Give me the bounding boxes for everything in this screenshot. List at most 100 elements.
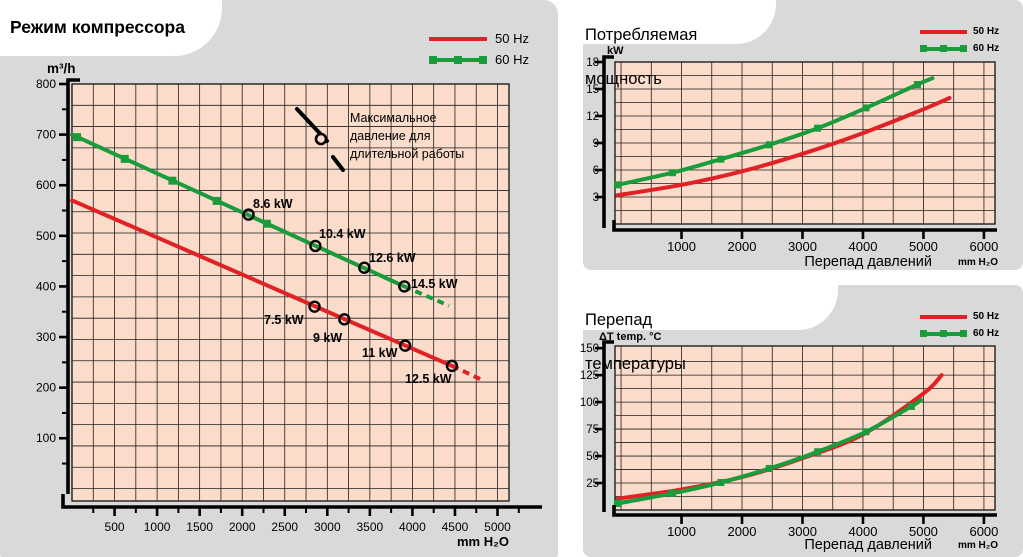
temperature-rise-axis-unit-label: mm H₂O: [958, 540, 998, 551]
power-consumption-square-marker: [613, 181, 621, 189]
temperature-rise-y-tick-label: 25: [586, 478, 599, 490]
temperature-rise-x-tick-label: 5000: [909, 524, 938, 539]
compressor-mode-power-label: 12.6 kW: [369, 251, 416, 265]
temperature-rise-x-axis: [612, 505, 997, 517]
compressor-mode-x-tick-label: 4000: [399, 520, 426, 534]
compressor-mode-y-tick-label: 500: [36, 229, 56, 243]
chart-title-compressor-mode: Режим компрессора: [10, 17, 185, 37]
power-consumption-y-tick-label: 12: [586, 111, 599, 123]
title-cutout-top-right: [583, 0, 776, 44]
temperature-rise-y-tick-label: 50: [586, 451, 599, 463]
compressor-mode-y-tick-label: 200: [36, 381, 56, 395]
power-consumption-y-tick-label: 3: [593, 192, 599, 204]
legend-label: 50 Hz: [973, 26, 1000, 37]
temperature-rise-x-tick-label: 4000: [849, 524, 878, 539]
temperature-rise-square-marker: [907, 402, 915, 410]
compressor-mode-x-tick-label: 3000: [314, 520, 341, 534]
power-consumption-square-marker: [862, 104, 870, 112]
power-consumption-square-marker: [668, 169, 676, 177]
compressor-mode-square-marker: [120, 154, 129, 163]
temperature-rise-y-tick-label: 150: [580, 343, 599, 355]
legend-square-marker: [920, 45, 927, 52]
temperature-rise-axis-unit-label: ΔT temp. °C: [599, 331, 661, 343]
compressor-mode-x-tick-label: 2000: [229, 520, 256, 534]
power-consumption-x-tick-label: 2000: [728, 239, 757, 254]
compressor-mode-y-tick-label: 800: [36, 77, 56, 91]
legend-square-marker: [960, 45, 967, 52]
legend-item-60hz: 60 Hz: [920, 40, 999, 57]
temperature-rise-x-tick-label: 1000: [667, 524, 696, 539]
power-consumption-x-tick-label: 5000: [909, 239, 938, 254]
compressor-mode-y-axis: [66, 78, 80, 494]
temperature-rise-chart: 150 125 100 75 50 25 1000 2000 3000 4000 5000 6000 Δ…: [580, 331, 999, 553]
temperature-rise-y-tick-label: 125: [580, 370, 599, 382]
compressor-mode-callout-text-line: Максимальное: [350, 111, 437, 125]
compressor-mode-y-tick-label: 700: [36, 128, 56, 142]
title-line: Перепад: [585, 311, 653, 329]
compressor-mode-power-label: 14.5 kW: [411, 277, 458, 291]
chart-title-temperature-rise: Перепад температуры: [585, 287, 686, 397]
compressor-mode-x-tick-label: 1500: [186, 520, 213, 534]
compressor-mode-x-tick-label: 500: [105, 520, 125, 534]
power-consumption-y-tick-label: 18: [586, 57, 599, 69]
compressor-mode-square-marker: [212, 196, 221, 205]
legend-power-consumption: 50 Hz 60 Hz: [920, 23, 999, 57]
compressor-mode-callout-text-line: длительной работы: [350, 147, 464, 161]
compressor-mode-callout-text-line: давление для: [350, 129, 431, 143]
compressor-mode-square-marker: [262, 219, 271, 228]
power-consumption-axis-unit-label: Перепад давлений: [804, 254, 932, 270]
temperature-rise-y-tick-label: 75: [586, 424, 599, 436]
legend-swatch-50hz: [920, 312, 967, 321]
temperature-rise-square-marker: [862, 428, 870, 436]
legend-swatch-50hz: [920, 27, 967, 36]
power-consumption-chart: 18 15 12 9 6 3 1000 2000 3000 4000 5000 6000 kW Переп…: [586, 45, 998, 270]
compressor-mode-power-label: 12.5 kW: [405, 372, 452, 386]
power-consumption-axis-unit-label: kW: [607, 45, 624, 57]
compressor-mode-x-tick-label: 3500: [357, 520, 384, 534]
compressor-mode-x-tick-label: 2500: [271, 520, 298, 534]
legend-square-marker: [960, 330, 967, 337]
temperature-rise-y-tick-label: 100: [580, 397, 599, 409]
power-consumption-y-tick-label: 6: [593, 165, 599, 177]
title-line: мощность: [585, 70, 662, 88]
compressor-mode-square-marker: [73, 133, 82, 142]
temperature-rise-x-tick-label: 3000: [788, 524, 817, 539]
legend-square-marker: [940, 45, 947, 52]
legend-swatch-50hz: [429, 34, 487, 44]
legend-item-50hz: 50 Hz: [429, 28, 529, 49]
compressor-mode-series-60Hz-dashed-extension: [403, 284, 450, 308]
compressor-mode-power-point-circle: [445, 359, 459, 373]
legend-swatch-60hz: [920, 329, 967, 338]
compressor-mode-x-tick-label: 5000: [484, 520, 511, 534]
legend-line-red: [920, 314, 967, 319]
compressor-mode-power-point-circle: [309, 239, 322, 253]
compressor-mode-power-point-circle: [242, 208, 255, 221]
compressor-mode-y-tick-label: 300: [36, 330, 56, 344]
title-cutout-bottom-right: [583, 285, 838, 330]
temperature-rise-x-tick-label: 6000: [969, 524, 998, 539]
compressor-mode-x-axis: [61, 494, 542, 509]
temperature-rise-square-marker: [814, 448, 822, 456]
legend-item-50hz: 50 Hz: [920, 23, 999, 40]
legend-item-60hz: 60 Hz: [920, 325, 999, 342]
power-consumption-square-marker: [717, 155, 725, 163]
temperature-rise-axis-unit-label: Перепад давлений: [804, 537, 932, 553]
compressor-mode-callout-circle-icon: [314, 132, 328, 146]
compressor-mode-square-marker: [168, 176, 177, 185]
legend-square-marker: [479, 55, 487, 64]
legend-line-red: [920, 29, 967, 34]
compressor-mode-power-point-circle: [308, 300, 321, 313]
legend-item-60hz: 60 Hz: [429, 49, 529, 70]
compressor-mode-power-label: 11 kW: [362, 346, 398, 360]
legend-square-marker: [429, 55, 437, 64]
title-line: Потребляемая: [585, 26, 698, 44]
compressor-mode-y-tick-label: 600: [36, 178, 56, 192]
power-consumption-square-marker: [765, 141, 773, 149]
temperature-rise-square-marker: [668, 489, 676, 497]
compressor-mode-series-50Hz-line: [70, 198, 454, 368]
compressor-mode-power-point-circle: [358, 261, 371, 274]
legend-item-50hz: 50 Hz: [920, 308, 999, 325]
legend-swatch-60hz: [920, 44, 967, 53]
